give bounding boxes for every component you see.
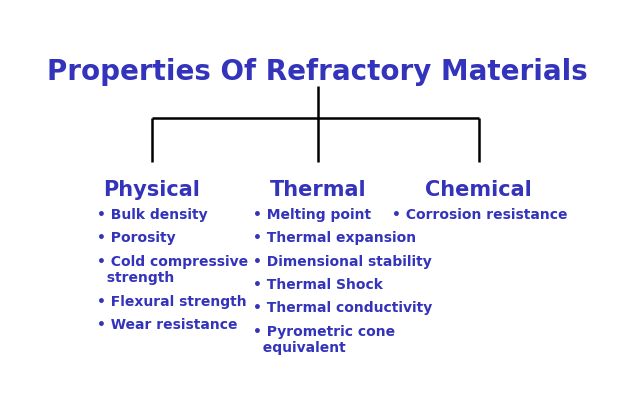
Text: Thermal: Thermal	[270, 180, 366, 200]
Text: Chemical: Chemical	[425, 180, 532, 200]
Text: Physical: Physical	[104, 180, 200, 200]
Text: • Thermal Shock: • Thermal Shock	[253, 278, 383, 292]
Text: • Flexural strength: • Flexural strength	[97, 295, 246, 309]
Text: • Bulk density: • Bulk density	[97, 208, 207, 222]
Text: • Wear resistance: • Wear resistance	[97, 318, 237, 332]
Text: • Thermal expansion: • Thermal expansion	[253, 231, 416, 245]
Text: • Porosity: • Porosity	[97, 231, 175, 245]
Text: • Pyrometric cone
  equivalent: • Pyrometric cone equivalent	[253, 324, 395, 355]
Text: • Cold compressive
  strength: • Cold compressive strength	[97, 255, 248, 285]
Text: • Dimensional stability: • Dimensional stability	[253, 255, 432, 269]
Text: • Thermal conductivity: • Thermal conductivity	[253, 301, 432, 315]
Text: • Melting point: • Melting point	[253, 208, 371, 222]
Text: Properties Of Refractory Materials: Properties Of Refractory Materials	[47, 58, 588, 86]
Text: • Corrosion resistance: • Corrosion resistance	[392, 208, 568, 222]
